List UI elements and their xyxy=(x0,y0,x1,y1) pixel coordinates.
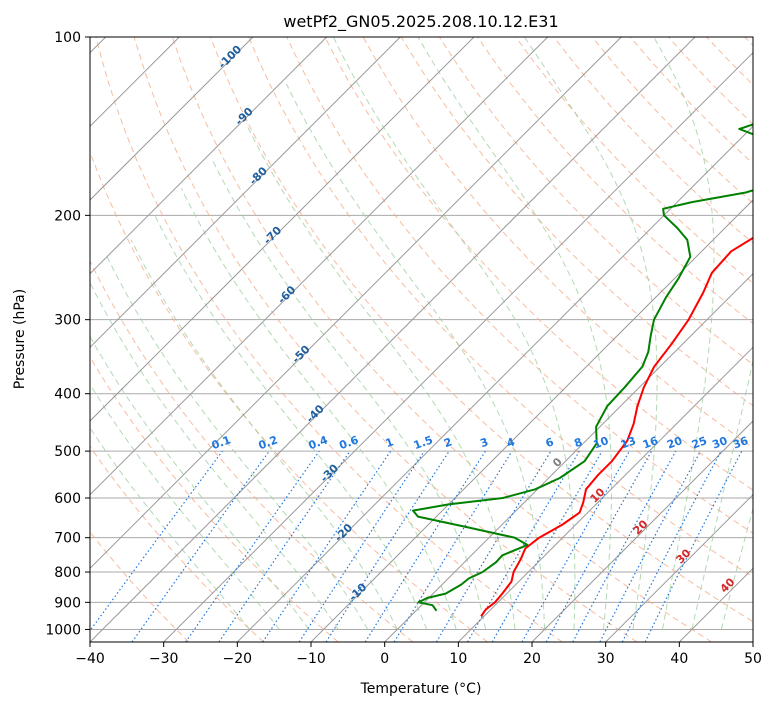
mixing-ratio-label: 8 xyxy=(572,435,584,450)
y-tick-label: 300 xyxy=(54,313,81,329)
moist-adiabat-line xyxy=(90,335,310,630)
mixing-ratio-label: 6 xyxy=(544,435,556,450)
mixing-ratio-line xyxy=(218,450,351,642)
y-tick-label: 600 xyxy=(54,491,81,507)
dry-adiabat-line xyxy=(324,37,753,491)
moist-adiabat-line xyxy=(720,506,753,630)
mixing-ratio-label: 1 xyxy=(384,435,396,450)
moist-adiabat-line xyxy=(285,83,546,630)
isotherm-line xyxy=(310,199,753,642)
x-tick-label: 40 xyxy=(670,651,688,667)
isotherm-line xyxy=(236,125,753,642)
mixing-ratio-line xyxy=(298,450,425,642)
isotherm-line xyxy=(384,272,753,642)
mixing-ratio-label: 36 xyxy=(731,434,750,452)
mixing-ratio-label: 25 xyxy=(690,434,709,451)
mixing-ratio-line xyxy=(393,450,513,642)
x-tick-label: −20 xyxy=(223,651,253,667)
isotherm-line xyxy=(90,37,254,201)
dry-adiabat-line xyxy=(90,356,339,642)
moist-adiabat-line xyxy=(524,37,658,630)
moist-adiabat-line xyxy=(90,383,280,630)
isotherm-line xyxy=(90,37,401,349)
mixing-ratio-label: 10 xyxy=(592,434,611,452)
y-tick-label: 200 xyxy=(54,208,81,224)
moist-adiabat-line xyxy=(154,215,428,630)
x-tick-label: 20 xyxy=(523,651,541,667)
y-tick-label: 400 xyxy=(54,387,81,403)
isotherm-line xyxy=(90,37,549,496)
dry-adiabat-line xyxy=(95,37,563,642)
dry-adiabat-line xyxy=(515,37,753,284)
y-tick-label: 700 xyxy=(54,531,81,547)
mixing-ratio-line xyxy=(325,450,450,642)
mixing-ratio-line xyxy=(545,450,653,642)
mixing-ratio-line xyxy=(262,450,392,642)
mixing-ratio-label: 4 xyxy=(505,435,517,450)
mixing-ratio-label: 2 xyxy=(442,435,454,450)
moist-adiabat-line xyxy=(653,37,715,630)
moist-adiabat-line xyxy=(90,281,339,630)
mixing-ratio-label: 0.6 xyxy=(338,433,361,452)
isotherm-line xyxy=(163,51,753,642)
moist-adiabat-line xyxy=(417,37,612,630)
temperature-profile-line xyxy=(480,236,753,617)
moist-adiabat-line xyxy=(90,427,251,630)
y-tick-label: 100 xyxy=(54,30,81,46)
mixing-ratio-line xyxy=(131,450,270,642)
isotherm-line xyxy=(90,37,696,642)
y-tick-label: 1000 xyxy=(45,622,81,638)
x-tick-label: 10 xyxy=(449,651,467,667)
plot-frame xyxy=(89,36,754,643)
x-tick-label: 50 xyxy=(744,651,762,667)
isotherm-line xyxy=(457,346,753,642)
isotherm-line xyxy=(90,37,475,422)
isotherm-line xyxy=(531,420,753,642)
x-tick-label: −30 xyxy=(149,651,179,667)
y-axis-label: Pressure (hPa) xyxy=(12,289,28,389)
dry-adiabat-line xyxy=(171,37,712,642)
mixing-ratio-label: 16 xyxy=(641,434,660,452)
mixing-ratio-line xyxy=(572,450,677,642)
x-axis-label: Temperature (°C) xyxy=(360,681,482,697)
mixing-ratio-label: 3 xyxy=(478,435,490,450)
moist-adiabat-line xyxy=(106,256,369,630)
isotherm-line xyxy=(90,37,622,570)
dry-adiabat-line xyxy=(90,445,264,642)
x-tick-label: −40 xyxy=(75,651,105,667)
mixing-ratio-line xyxy=(185,450,320,642)
x-tick-label: −10 xyxy=(296,651,326,667)
mixing-ratio-line xyxy=(521,450,631,642)
mixing-ratio-line xyxy=(90,450,223,632)
chart-title: wetPf2_GN05.2025.208.10.12.E31 xyxy=(283,12,558,32)
mixing-ratio-line xyxy=(644,450,743,642)
mixing-ratio-label: 30 xyxy=(710,434,729,452)
dry-adiabat-line xyxy=(90,259,414,642)
mixing-ratio-label: 0.1 xyxy=(210,433,233,452)
dewpoint-profile-line xyxy=(412,123,753,612)
moist-adiabat-line xyxy=(691,358,753,630)
y-tick-label: 900 xyxy=(54,595,81,611)
moist-adiabat-line xyxy=(180,187,457,630)
x-tick-label: 30 xyxy=(597,651,615,667)
y-tick-label: 500 xyxy=(54,444,81,460)
y-tick-label: 800 xyxy=(54,565,81,581)
mixing-ratio-label: 0.4 xyxy=(307,433,330,452)
moist-adiabat-line xyxy=(245,123,516,630)
mixing-ratio-label: 1.5 xyxy=(412,433,435,452)
mixing-ratio-label: 13 xyxy=(619,434,638,451)
isotherm-line xyxy=(605,493,753,642)
dry-adiabat-line xyxy=(248,37,753,578)
mixing-ratio-label: 0.2 xyxy=(257,433,280,452)
mixing-ratio-label: 20 xyxy=(665,434,684,452)
isotherm-line xyxy=(90,37,328,275)
x-tick-label: 0 xyxy=(380,651,389,667)
dry-adiabat-line xyxy=(210,37,753,623)
dry-adiabat-line xyxy=(286,37,753,534)
